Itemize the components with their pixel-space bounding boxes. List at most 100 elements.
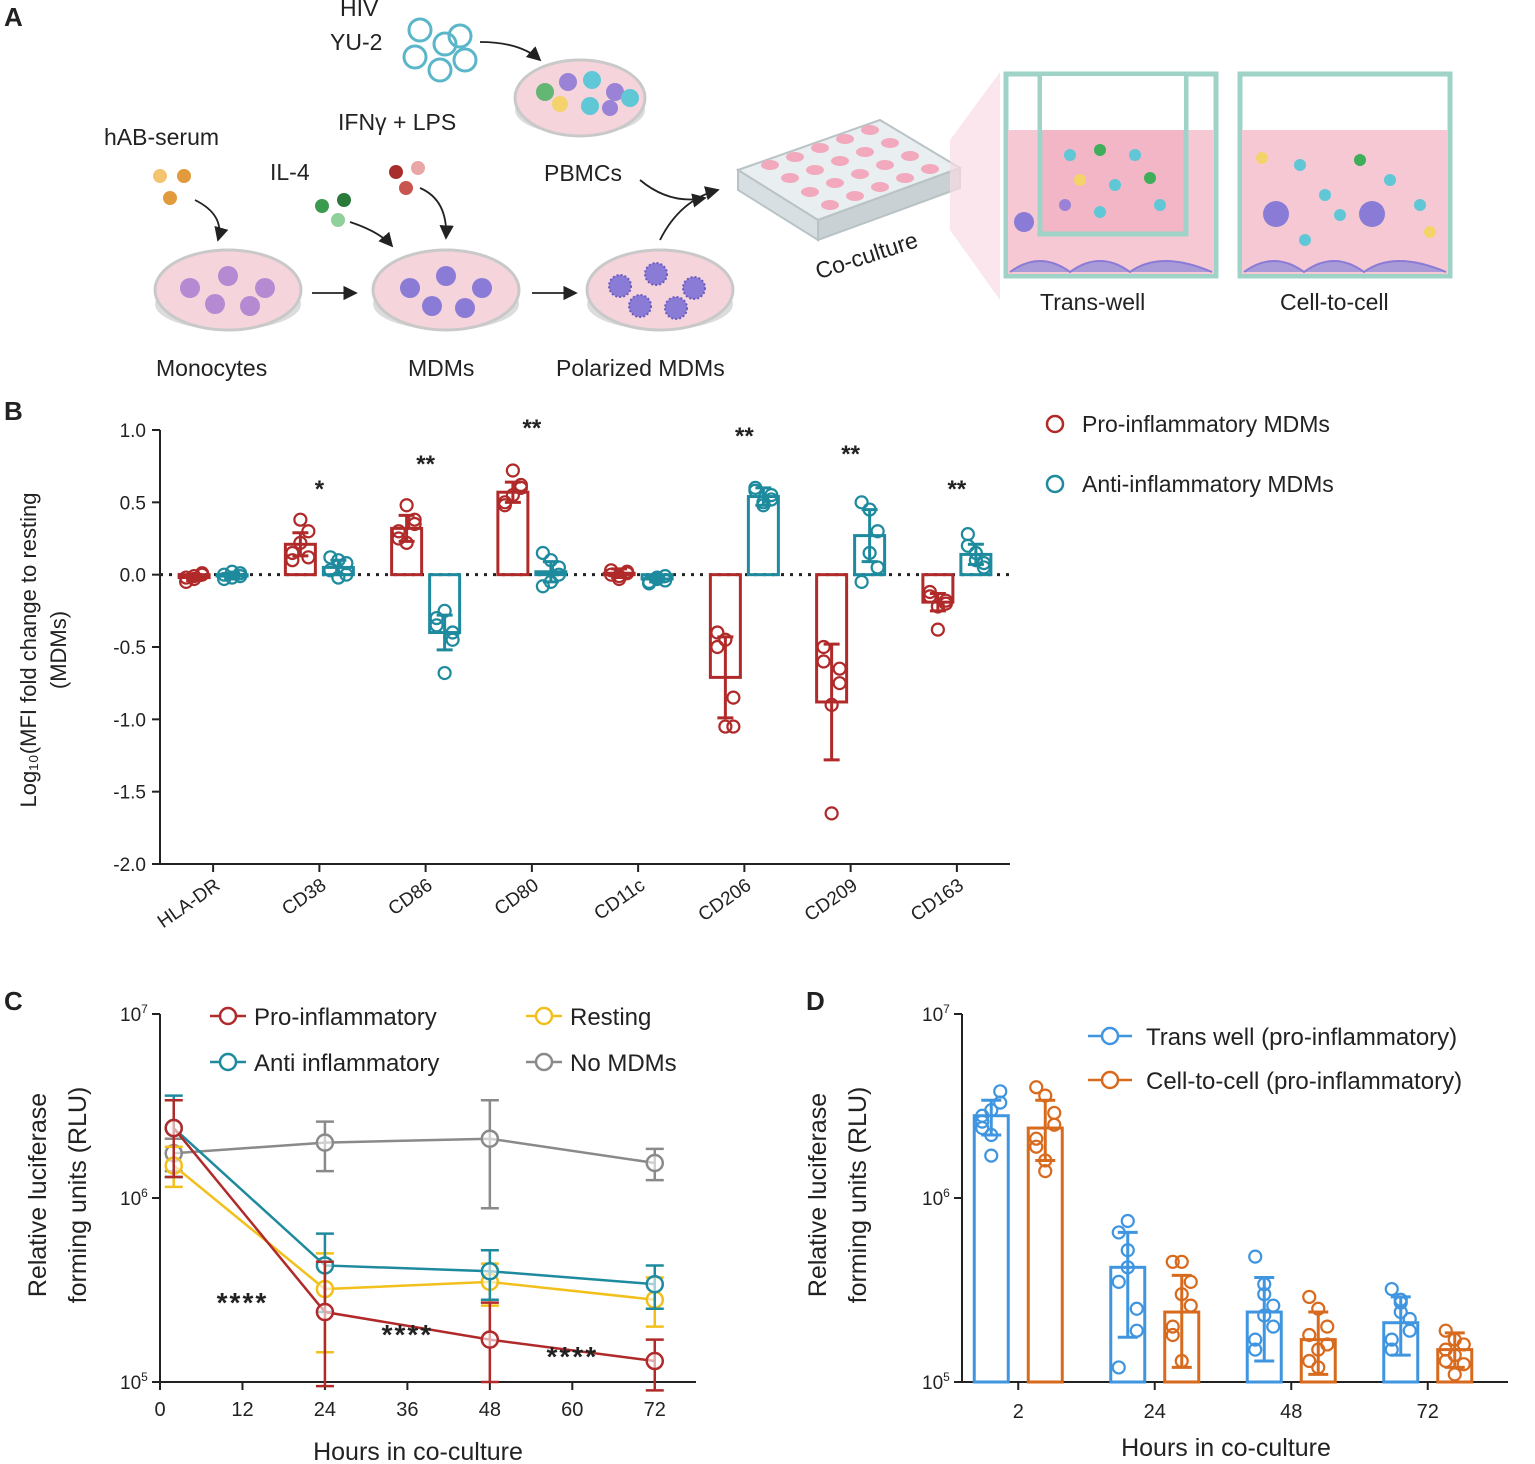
- significance-marker: **: [841, 441, 860, 468]
- point-d-celltocell: [1183, 1274, 1198, 1289]
- point-b: [642, 576, 657, 591]
- bar-d-transwell: [972, 1114, 1010, 1384]
- panel-label-b: B: [4, 396, 23, 426]
- point-b: [187, 571, 202, 587]
- monocyte-dish: [153, 248, 303, 332]
- chart-b-ytick-label: -1.0: [113, 710, 146, 731]
- point-d-transwell: [1111, 1274, 1126, 1289]
- point-d-celltocell: [1174, 1287, 1189, 1302]
- chart-d-ylabel: Relative luciferase: [804, 1093, 832, 1297]
- bar-b-pro: [496, 490, 530, 577]
- panel-label-a: A: [4, 2, 23, 32]
- chart-c-ytick-label: 105: [120, 1370, 148, 1394]
- legend-label-pro: Pro-inflammatory: [254, 1004, 437, 1031]
- point-d-celltocell: [1311, 1301, 1326, 1316]
- chart-c-xtick-label: 36: [396, 1399, 418, 1421]
- point-d-transwell: [1384, 1342, 1399, 1357]
- point-b: [922, 589, 937, 604]
- point-b: [179, 570, 194, 585]
- hiv-virus-icon: [402, 17, 478, 83]
- point-c-pro: [164, 1118, 183, 1138]
- point-b: [293, 535, 308, 550]
- point-b: [960, 538, 975, 553]
- point-d-celltocell: [1311, 1360, 1326, 1375]
- point-b: [748, 483, 763, 498]
- legend-marker-resting: [534, 1006, 554, 1026]
- legend-marker-anti: [218, 1052, 238, 1072]
- point-b: [445, 625, 460, 640]
- point-d-celltocell: [1320, 1319, 1335, 1334]
- point-b: [217, 571, 232, 587]
- legend-label-nomdm: No MDMs: [570, 1050, 677, 1077]
- point-d-celltocell: [1456, 1357, 1471, 1372]
- point-b: [870, 560, 885, 575]
- chart-c-xtick-label: 48: [479, 1399, 501, 1421]
- point-b: [968, 545, 983, 561]
- point-d-celltocell: [1165, 1254, 1180, 1269]
- point-b: [505, 463, 520, 478]
- point-d-celltocell: [1456, 1337, 1471, 1352]
- point-d-celltocell: [1038, 1088, 1053, 1103]
- chart-d-xtick-label: 72: [1417, 1401, 1439, 1423]
- point-b: [331, 570, 346, 585]
- point-d-transwell: [975, 1114, 990, 1129]
- significance-marker: ****: [547, 1341, 599, 1372]
- point-b: [726, 719, 741, 734]
- chart-d-xlabel: Hours in co-culture: [1121, 1434, 1331, 1462]
- line-c-pro: [172, 1127, 655, 1363]
- chart-b-ytick-label: 0.0: [120, 566, 146, 587]
- legend-marker-nomdm: [534, 1052, 554, 1072]
- significance-marker: **: [523, 415, 542, 442]
- chart-c-xtick-label: 24: [314, 1399, 336, 1421]
- point-b: [604, 567, 619, 582]
- chart-b-ytick-label: 1.0: [120, 421, 146, 442]
- point-d-celltocell: [1438, 1342, 1453, 1357]
- chart-d-xtick-label: 24: [1144, 1401, 1166, 1423]
- legend-pro-marker: [1045, 414, 1065, 434]
- legend-anti-label: Anti-inflammatory MDMs: [1082, 471, 1334, 497]
- point-b: [429, 610, 444, 626]
- point-d-transwell: [1402, 1311, 1417, 1327]
- legend-pro-label: Pro-inflammatory MDMs: [1082, 411, 1330, 437]
- significance-marker: **: [416, 451, 435, 478]
- chart-c-ytick-label: 106: [120, 1186, 148, 1210]
- point-b: [930, 622, 945, 637]
- point-b: [407, 516, 422, 532]
- point-b: [710, 625, 725, 640]
- chart-b-xtick-label: HLA-DR: [154, 875, 224, 933]
- point-d-transwell: [1248, 1249, 1263, 1264]
- point-d-transwell: [1393, 1304, 1408, 1320]
- chart-b-ylabel: Log₁₀(MFI fold change to resting: [16, 493, 41, 808]
- significance-marker: ****: [217, 1287, 269, 1318]
- point-c-pro: [480, 1330, 500, 1349]
- transwell-label: Trans-well: [1040, 289, 1145, 315]
- point-b: [535, 579, 550, 594]
- point-b: [938, 593, 953, 608]
- point-b: [620, 566, 635, 581]
- significance-marker: **: [948, 476, 967, 503]
- point-d-celltocell: [1038, 1153, 1053, 1168]
- point-d-celltocell: [1320, 1337, 1335, 1352]
- chart-c-xtick-label: 0: [154, 1399, 165, 1421]
- point-b: [832, 676, 847, 691]
- point-d-transwell: [1120, 1260, 1135, 1275]
- point-b: [816, 654, 831, 669]
- point-b: [339, 567, 354, 582]
- point-c-nomdm: [480, 1129, 500, 1148]
- legend-label-celltocell: Cell-to-cell (pro-inflammatory): [1146, 1068, 1462, 1095]
- chart-b-xtick-label: CD38: [278, 875, 330, 920]
- point-b: [437, 603, 452, 618]
- point-b: [225, 570, 240, 585]
- panel-label-d: D: [806, 986, 825, 1016]
- il4-label: IL-4: [270, 159, 310, 185]
- line-c-anti: [172, 1127, 655, 1286]
- well-plate-icon: [735, 118, 963, 242]
- cell-to-cell-label: Cell-to-cell: [1280, 289, 1389, 315]
- point-b: [824, 697, 839, 712]
- point-b: [718, 632, 733, 647]
- point-b: [285, 553, 300, 568]
- point-b: [922, 584, 937, 600]
- point-b: [513, 477, 528, 493]
- point-b: [543, 574, 558, 590]
- point-d-transwell: [993, 1095, 1008, 1110]
